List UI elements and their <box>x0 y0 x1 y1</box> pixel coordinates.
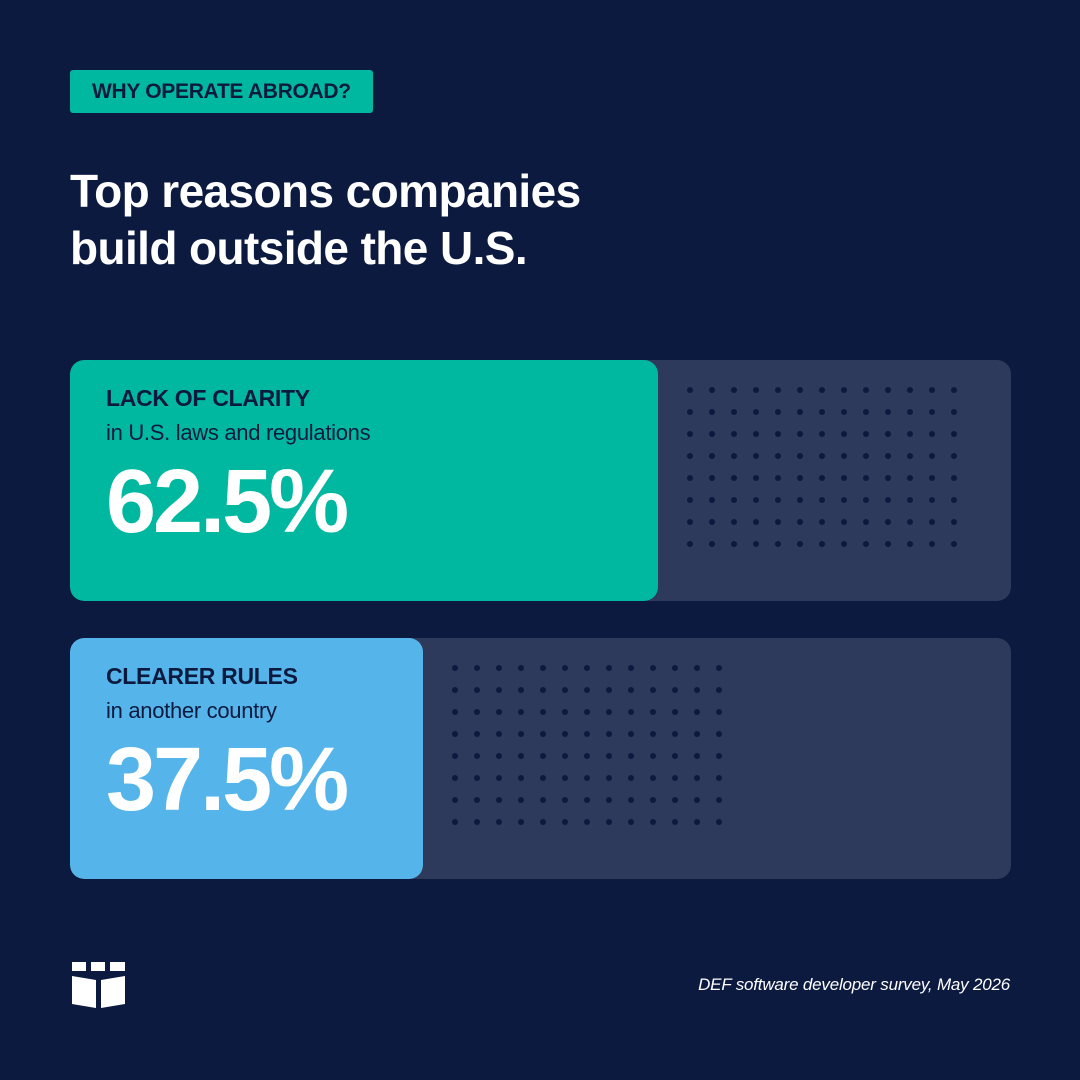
bar-sublabel: in U.S. laws and regulations <box>106 420 371 445</box>
bar-fill-clearer-rules <box>70 638 423 879</box>
bar-track-clearer-rules: CLEARER RULES in another country 37.5% <box>70 638 1011 879</box>
bar-text-lack-of-clarity: LACK OF CLARITY in U.S. laws and regulat… <box>106 382 371 552</box>
dot-pattern <box>687 387 957 547</box>
bar-fill-lack-of-clarity <box>70 360 658 601</box>
bar-text-clearer-rules: CLEARER RULES in another country 37.5% <box>106 660 349 830</box>
title-line-2: build outside the U.S. <box>70 222 528 274</box>
eyebrow-tag: WHY OPERATE ABROAD? <box>70 70 373 113</box>
bar-label: LACK OF CLARITY <box>106 385 310 411</box>
title-line-1: Top reasons companies <box>70 165 581 217</box>
bar-sublabel: in another country <box>106 698 277 723</box>
page-title: Top reasons companies build outside the … <box>70 163 970 277</box>
bar-label: CLEARER RULES <box>106 663 298 689</box>
source-note: DEF software developer survey, May 2026 <box>698 975 1010 994</box>
bar-track-lack-of-clarity: LACK OF CLARITY in U.S. laws and regulat… <box>70 360 1011 601</box>
bar-value-label: 62.5% <box>106 452 349 552</box>
bar-value-label: 37.5% <box>106 730 349 830</box>
open-book-logo-icon <box>72 962 125 1008</box>
dot-pattern <box>452 665 722 825</box>
